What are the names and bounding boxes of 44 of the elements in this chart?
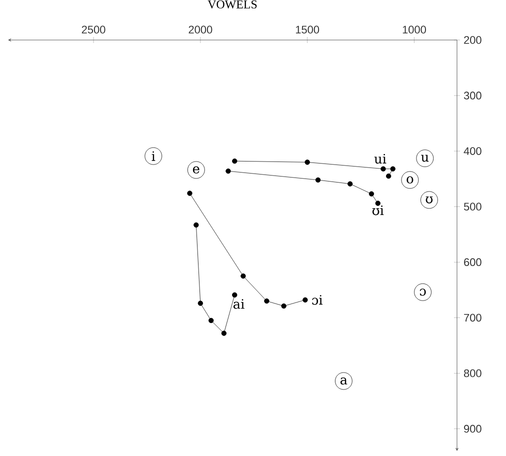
y-tick-label: 400: [464, 147, 482, 155]
series-label: ʊi: [372, 205, 384, 216]
point: [232, 292, 238, 298]
y-tick-label: 200: [464, 36, 482, 44]
data-label: e: [192, 166, 200, 174]
y-tick-label: 800: [464, 369, 482, 378]
series-label: ai: [233, 299, 244, 309]
y-tick-label: 700: [464, 314, 482, 322]
point: [198, 300, 204, 306]
point: [386, 173, 392, 179]
point: [221, 330, 227, 336]
y-tick-label: 900: [464, 424, 482, 433]
x-tick-label: 1000: [402, 26, 426, 34]
point: [380, 166, 386, 172]
point: [264, 298, 270, 304]
data-label: o: [406, 176, 414, 184]
point: [187, 190, 192, 196]
point: [375, 200, 380, 206]
point: [304, 160, 310, 165]
point: [315, 177, 321, 183]
data-label: ɔ: [420, 288, 426, 296]
point: [348, 181, 353, 186]
y-tick-label: 300: [464, 92, 482, 100]
y-tick-label: 600: [464, 258, 482, 266]
series-label: ui: [374, 154, 386, 164]
point: [390, 166, 396, 172]
data-label: u: [421, 154, 429, 162]
point: [240, 273, 246, 279]
data-label: a: [340, 377, 348, 385]
data-label: ʊ: [426, 196, 433, 204]
x-tick-label: 2500: [82, 26, 106, 34]
point: [208, 318, 214, 324]
point: [368, 191, 374, 196]
point: [226, 168, 231, 174]
x-tick-label: 1500: [296, 26, 320, 34]
point: [281, 303, 286, 309]
point: [302, 297, 308, 303]
x-tick-label: 2000: [188, 26, 212, 34]
y-tick-label: 500: [464, 202, 482, 211]
data-label: i: [152, 151, 156, 161]
series-label: ɔi: [312, 295, 322, 305]
point: [194, 222, 199, 228]
point: [232, 158, 238, 164]
chart-title: VOWELS: [208, 0, 257, 9]
